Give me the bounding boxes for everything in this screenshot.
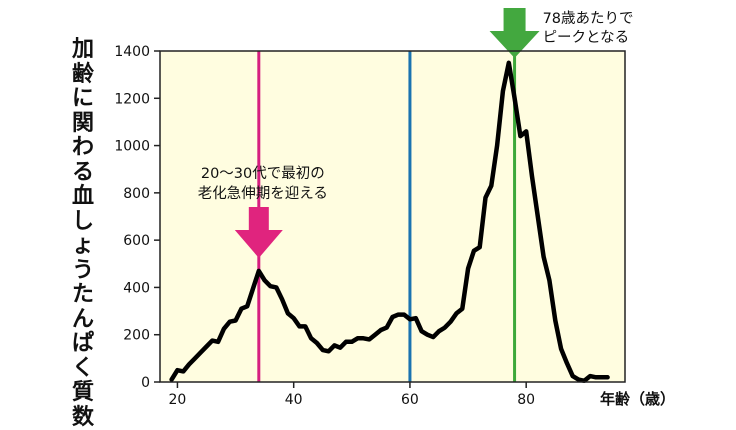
y-tick-label: 1400 (114, 44, 150, 60)
x-tick-label: 60 (401, 392, 419, 408)
y-tick-label: 800 (123, 186, 150, 202)
annotation-text-line1: 20～30代で最初の (201, 165, 325, 182)
x-tick-label: 80 (517, 392, 535, 408)
annotation-text-line1: 78歳あたりで (543, 10, 634, 27)
x-axis-label: 年齢（歳） (600, 390, 675, 408)
y-tick-label: 200 (123, 328, 150, 344)
x-tick-label: 40 (285, 392, 303, 408)
y-tick-label: 1000 (114, 139, 150, 155)
y-tick-label: 1200 (114, 91, 150, 107)
x-tick-label: 20 (169, 392, 187, 408)
plot-background (160, 51, 625, 382)
y-tick-label: 0 (141, 375, 150, 391)
y-tick-label: 600 (123, 233, 150, 249)
annotation-text-line2: 老化急伸期を迎える (198, 185, 328, 202)
y-tick-label: 400 (123, 280, 150, 296)
annotation-text-line2: ピークとなる (543, 29, 630, 46)
chart: 0 200 400 600 800 1000 1200 1400 20 40 60 80 20～30代… (0, 0, 736, 414)
